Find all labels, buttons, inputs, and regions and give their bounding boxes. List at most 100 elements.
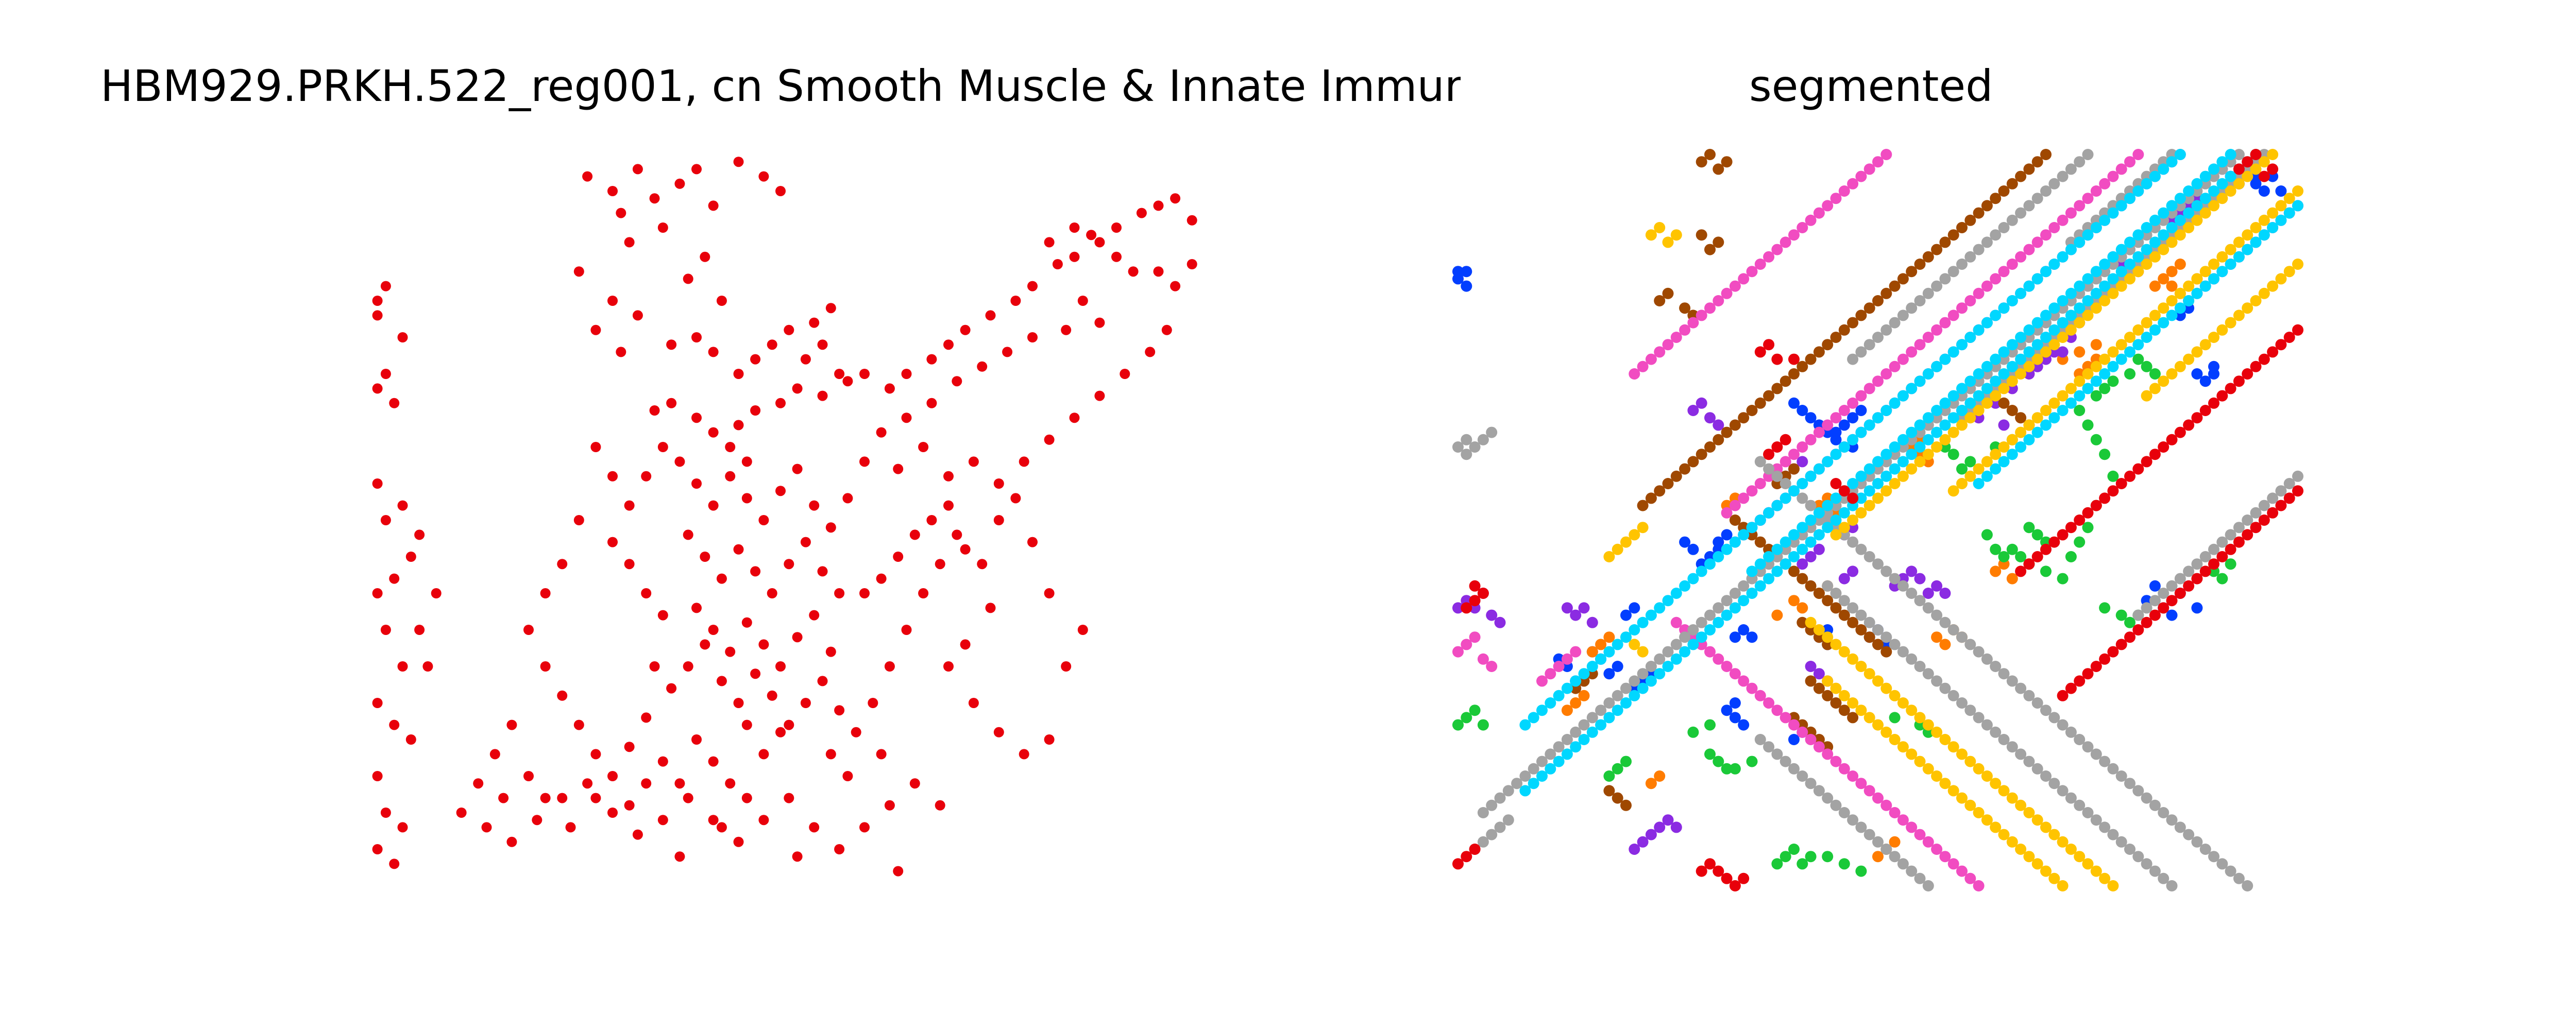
- scatter-point: [1855, 705, 1867, 716]
- scatter-point: [1595, 719, 1607, 731]
- scatter-point: [741, 493, 752, 504]
- scatter-point: [1805, 551, 1817, 562]
- scatter-point: [2158, 588, 2170, 599]
- scatter-point: [2250, 360, 2262, 372]
- scatter-point: [1880, 368, 1892, 380]
- scatter-point: [1914, 456, 1926, 468]
- scatter-point: [1998, 419, 2010, 431]
- scatter-point: [2166, 368, 2178, 380]
- scatter-point: [2115, 836, 2127, 848]
- scatter-point: [1998, 456, 2010, 468]
- scatter-point: [481, 822, 492, 833]
- scatter-point: [1897, 456, 1909, 468]
- scatter-point: [1906, 653, 1918, 665]
- scatter-point: [1863, 163, 1875, 175]
- scatter-point: [422, 661, 433, 672]
- scatter-point: [1964, 705, 1976, 716]
- scatter-point: [1696, 616, 1707, 628]
- scatter-point: [2099, 602, 2111, 614]
- scatter-point: [2216, 193, 2228, 204]
- scatter-point: [2292, 485, 2303, 497]
- scatter-point: [1956, 697, 1968, 709]
- scatter-point: [1136, 208, 1147, 218]
- scatter-point: [708, 347, 719, 357]
- scatter-point: [1906, 346, 1918, 358]
- scatter-point: [1477, 588, 1489, 599]
- scatter-point: [2090, 390, 2102, 402]
- scatter-point: [397, 500, 408, 511]
- scatter-point: [758, 515, 769, 525]
- scatter-point: [1822, 631, 1834, 643]
- scatter-point: [1889, 463, 1901, 475]
- scatter-point: [2057, 529, 2069, 541]
- scatter-point: [657, 610, 668, 621]
- scatter-point: [2267, 346, 2279, 358]
- scatter-point: [1561, 734, 1573, 745]
- scatter-point: [2166, 236, 2178, 248]
- scatter-point: [1805, 734, 1817, 745]
- scatter-point: [1973, 646, 1985, 658]
- scatter-point: [1880, 799, 1892, 811]
- scatter-point: [1713, 536, 1724, 548]
- scatter-point: [1570, 726, 1582, 738]
- scatter-point: [1754, 346, 1766, 358]
- scatter-point: [859, 822, 870, 833]
- scatter-point: [1847, 397, 1859, 409]
- scatter-point: [1939, 419, 1951, 431]
- scatter-point: [1889, 851, 1901, 863]
- scatter-point: [1502, 785, 1514, 797]
- scatter-point: [2124, 346, 2136, 358]
- scatter-point: [2199, 844, 2211, 855]
- scatter-point: [1754, 397, 1766, 409]
- scatter-point: [2267, 280, 2279, 292]
- scatter-point: [2242, 156, 2253, 168]
- scatter-point: [1931, 770, 1943, 782]
- scatter-point: [2099, 492, 2111, 504]
- scatter-point: [2065, 792, 2077, 804]
- scatter-point: [2023, 807, 2035, 818]
- scatter-point: [1721, 543, 1733, 555]
- scatter-series-3: [1452, 353, 2236, 877]
- scatter-point: [666, 339, 677, 350]
- scatter-point: [817, 676, 828, 686]
- scatter-point: [1855, 821, 1867, 833]
- scatter-point: [1931, 726, 1943, 738]
- scatter-point: [1813, 426, 1825, 438]
- scatter-point: [1553, 661, 1565, 672]
- scatter-point: [1830, 756, 1842, 767]
- scatter-point: [1973, 880, 1985, 891]
- scatter-point: [1830, 193, 1842, 204]
- scatter-point: [2082, 193, 2094, 204]
- scatter-point: [2107, 346, 2119, 358]
- scatter-point: [2225, 185, 2236, 197]
- scatter-point: [1990, 821, 2002, 833]
- scatter-point: [809, 822, 820, 833]
- scatter-point: [2158, 375, 2170, 387]
- scatter-point: [1981, 397, 1993, 409]
- scatter-point: [2292, 185, 2303, 197]
- scatter-point: [649, 661, 660, 672]
- scatter-point: [683, 273, 693, 284]
- scatter-point: [1477, 719, 1489, 731]
- scatter-point: [540, 588, 551, 598]
- scatter-point: [1897, 273, 1909, 285]
- scatter-point: [557, 793, 568, 803]
- scatter-point: [1704, 149, 1716, 160]
- scatter-point: [1713, 756, 1724, 767]
- scatter-point: [1754, 478, 1766, 489]
- scatter-point: [2166, 580, 2178, 592]
- scatter-point: [2141, 602, 2153, 614]
- scatter-point: [2216, 390, 2228, 402]
- scatter-point: [1931, 244, 1943, 255]
- scatter-point: [1956, 302, 1968, 314]
- scatter-point: [884, 800, 895, 811]
- scatter-point: [2199, 565, 2211, 577]
- scatter-point: [2250, 507, 2262, 519]
- scatter-point: [1973, 207, 1985, 219]
- scatter-point: [1754, 259, 1766, 270]
- scatter-point: [1738, 675, 1750, 687]
- scatter-point: [2124, 778, 2136, 789]
- scatter-point: [1637, 836, 1649, 848]
- scatter-point: [2141, 259, 2153, 270]
- scatter-point: [1914, 375, 1926, 387]
